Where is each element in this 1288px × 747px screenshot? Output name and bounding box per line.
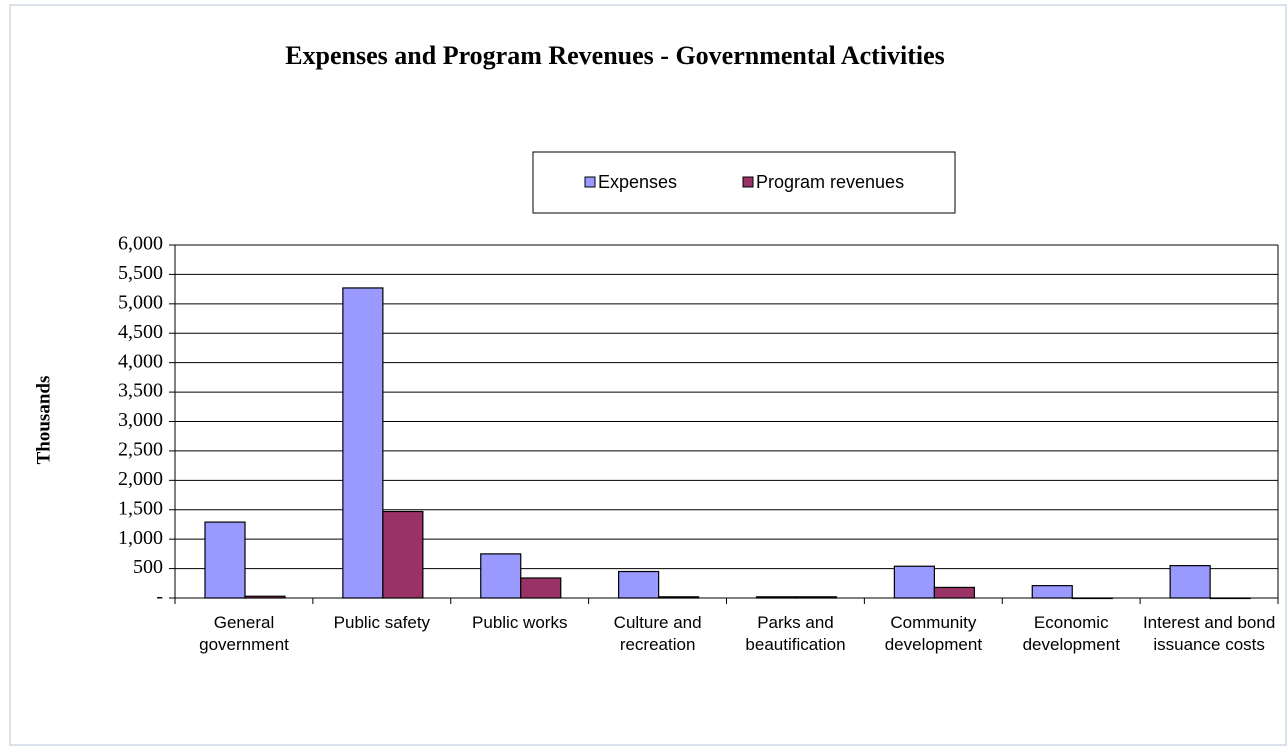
legend-marker <box>742 176 754 188</box>
y-tick-label: 6,000 <box>118 233 163 255</box>
bar <box>893 565 935 599</box>
bar <box>618 570 660 599</box>
bar <box>1169 565 1211 599</box>
legend-marker <box>584 176 596 188</box>
y-tick-label: - <box>156 586 163 608</box>
y-tick-label: 3,000 <box>118 409 163 431</box>
legend-label: Expenses <box>598 172 677 192</box>
x-tick-label: General government <box>199 613 289 654</box>
y-tick-label: 500 <box>133 556 163 578</box>
legend-box <box>532 151 956 214</box>
bar <box>342 287 384 599</box>
x-tick-label: Interest and bond issuance costs <box>1142 613 1276 654</box>
x-tick-label: Community development <box>884 613 983 654</box>
chart-frame <box>9 4 1287 746</box>
chart-title: Expenses and Program Revenues - Governme… <box>285 41 945 70</box>
y-tick-label: 1,000 <box>118 527 163 549</box>
x-tick-label: Culture and recreation <box>613 613 702 654</box>
y-tick-label: 4,000 <box>118 350 163 372</box>
y-tick-label: 4,500 <box>118 321 163 343</box>
x-tick-label: Economic development <box>1022 613 1120 654</box>
bar <box>204 521 246 599</box>
legend-label: Program revenues <box>756 172 904 192</box>
y-tick-label: 5,500 <box>118 262 163 284</box>
bar <box>520 577 562 599</box>
bar <box>933 586 975 599</box>
bar <box>1031 585 1073 599</box>
y-tick-label: 3,500 <box>118 380 163 402</box>
bar <box>382 510 424 599</box>
x-tick-label: Parks and beautification <box>745 613 846 654</box>
bar <box>480 553 522 599</box>
y-tick-label: 2,000 <box>118 468 163 490</box>
y-tick-label: 1,500 <box>118 497 163 519</box>
x-tick-label: Public works <box>472 613 568 632</box>
y-tick-label: 5,000 <box>118 291 163 313</box>
y-tick-label: 2,500 <box>118 439 163 461</box>
y-axis-label: Thousands <box>33 376 54 465</box>
x-tick-label: Public safety <box>333 613 431 632</box>
